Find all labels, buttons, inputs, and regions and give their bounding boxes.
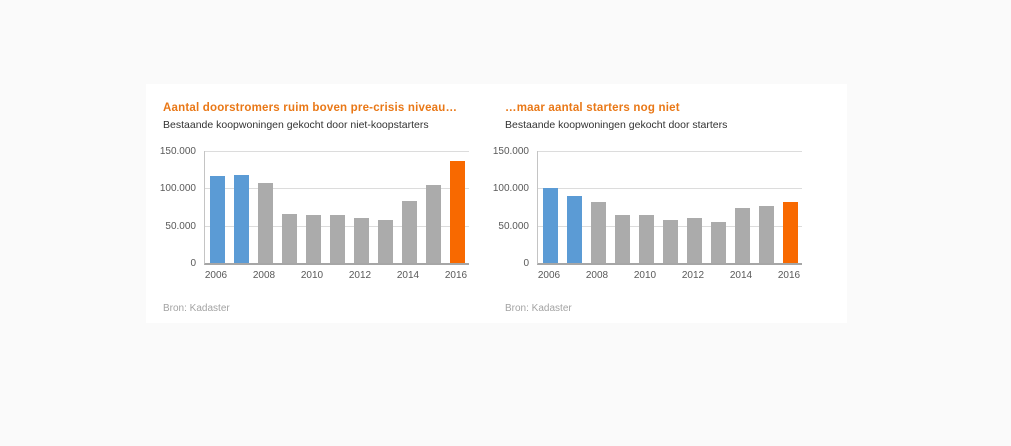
bar-2008	[257, 183, 273, 263]
bar-2012	[686, 218, 702, 263]
x-tick-label: 2006	[204, 270, 228, 281]
x-tick-label: 2006	[537, 270, 561, 281]
chart-title: …maar aantal starters nog niet	[505, 102, 680, 114]
y-tick-label: 50.000	[498, 220, 529, 232]
source-label: Bron: Kadaster	[163, 303, 230, 314]
plot-area	[204, 151, 469, 265]
bar-2014	[401, 201, 417, 263]
y-tick-label: 100.000	[492, 183, 529, 195]
gridline	[205, 151, 469, 152]
bar-2010	[638, 215, 654, 263]
bar-2011	[329, 215, 345, 263]
plot-area	[537, 151, 802, 265]
bar-2006	[542, 188, 558, 263]
bar-2010	[305, 214, 321, 263]
bar-2015	[758, 205, 774, 263]
bar-2009	[614, 214, 630, 263]
bar-2009	[281, 213, 297, 263]
y-tick-label: 0	[523, 258, 529, 269]
bar-2007	[566, 195, 582, 263]
bar-2007	[233, 174, 249, 263]
x-tick-label: 2012	[681, 270, 705, 281]
gridline	[538, 188, 802, 190]
chart-doorstromers: Aantal doorstromers ruim boven pre-crisi…	[160, 101, 493, 326]
x-axis: 2006 2008 2010 2012 2014 2016	[537, 270, 801, 284]
bar-2008	[590, 201, 606, 263]
y-tick-label: 50.000	[165, 220, 196, 232]
y-tick-label: 0	[190, 258, 196, 269]
gridline	[205, 188, 469, 190]
x-tick-label: 2008	[252, 270, 276, 281]
bar-2013	[377, 220, 393, 263]
y-tick-label: 150.000	[492, 146, 529, 157]
gridline	[538, 151, 802, 152]
x-tick-label: 2014	[729, 270, 753, 281]
bar-2012	[353, 218, 369, 263]
bar-2014	[734, 207, 750, 263]
chart-subtitle: Bestaande koopwoningen gekocht door star…	[505, 119, 728, 131]
source-label: Bron: Kadaster	[505, 303, 572, 314]
x-tick-label: 2012	[348, 270, 372, 281]
bar-2016	[449, 160, 465, 263]
bar-2015	[425, 184, 441, 263]
y-tick-label: 150.000	[159, 146, 196, 157]
x-tick-label: 2014	[396, 270, 420, 281]
y-tick-label: 100.000	[159, 183, 196, 195]
x-axis: 2006 2008 2010 2012 2014 2016	[204, 270, 468, 284]
x-tick-label: 2008	[585, 270, 609, 281]
x-tick-label: 2010	[300, 270, 324, 281]
chart-title: Aantal doorstromers ruim boven pre-crisi…	[163, 102, 458, 114]
y-axis: 150.000 100.000 50.000 0	[154, 146, 196, 269]
chart-subtitle: Bestaande koopwoningen gekocht door niet…	[163, 119, 429, 131]
x-tick-label: 2010	[633, 270, 657, 281]
chart-starters: …maar aantal starters nog niet Bestaande…	[493, 101, 835, 326]
y-axis: 150.000 100.000 50.000 0	[487, 146, 529, 269]
x-tick-label: 2016	[777, 270, 801, 281]
bar-2016	[782, 201, 798, 263]
bar-2006	[209, 176, 225, 263]
x-tick-label: 2016	[444, 270, 468, 281]
bar-2013	[710, 221, 726, 263]
bar-2011	[662, 219, 678, 263]
